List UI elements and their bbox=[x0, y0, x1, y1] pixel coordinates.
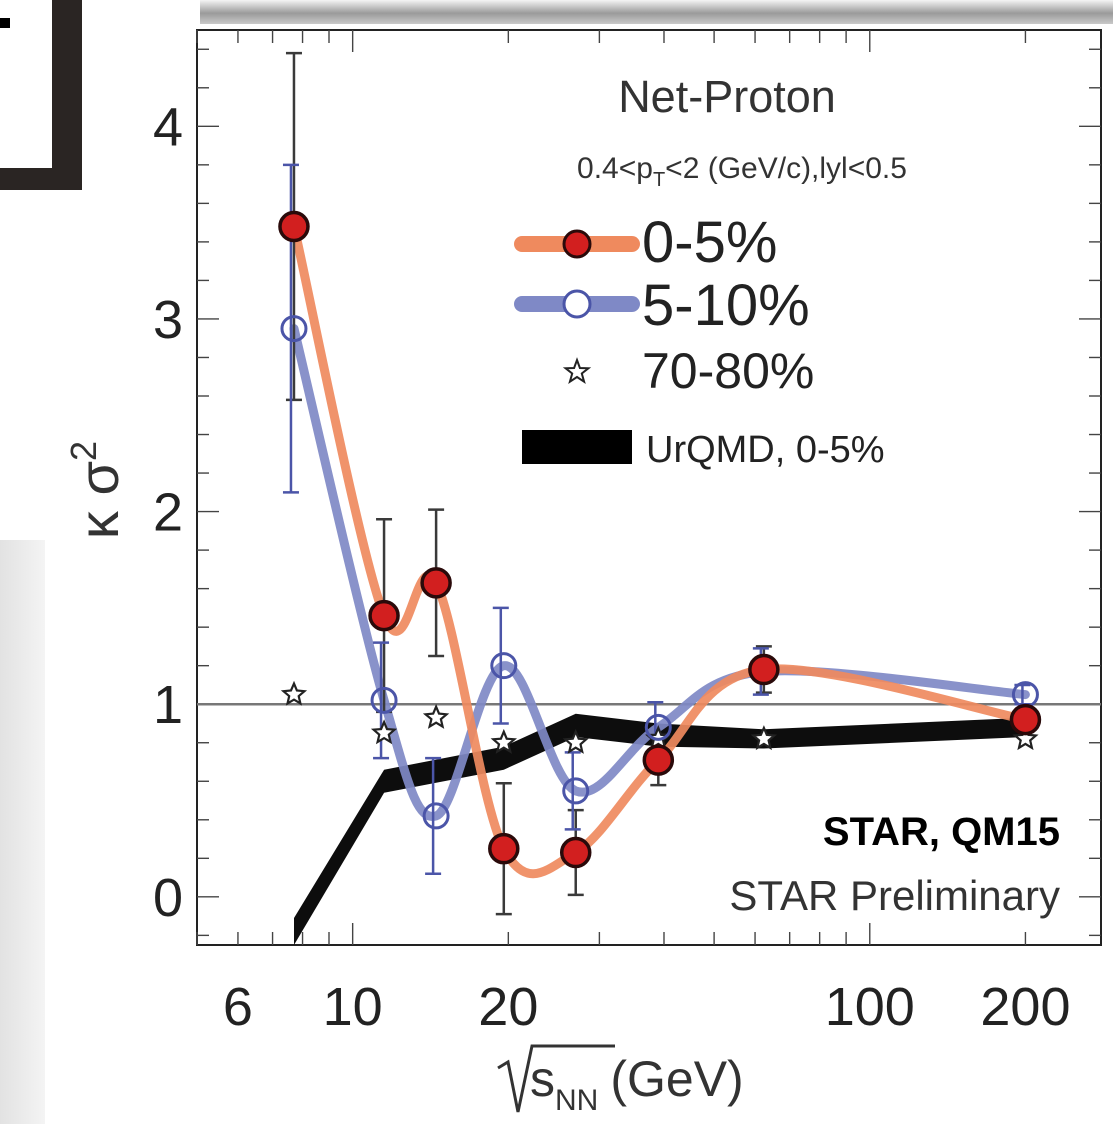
legend-label-urqmd: UrQMD, 0-5% bbox=[646, 429, 885, 471]
point-70-80 bbox=[280, 680, 308, 706]
x-axis-label-unit: (GeV) bbox=[610, 1051, 743, 1107]
x-tick-label: 100 bbox=[825, 977, 915, 1037]
x-axis-label-main: s bbox=[530, 1051, 555, 1107]
sqrt-sign-icon bbox=[497, 1044, 615, 1113]
point-5-10 bbox=[490, 652, 518, 680]
legend-marker-0-5 bbox=[562, 229, 592, 259]
y-tick-label: 0 bbox=[153, 868, 183, 928]
marker-layer bbox=[278, 210, 1042, 869]
chart-title: Net-Proton bbox=[618, 71, 836, 122]
legend-band-urqmd bbox=[522, 430, 632, 464]
legend-label-5-10: 5-10% bbox=[642, 273, 810, 338]
y-tick-label: 3 bbox=[153, 290, 183, 350]
x-axis-label-sub: NN bbox=[555, 1084, 598, 1117]
legend-label-0-5: 0-5% bbox=[642, 210, 777, 275]
point-0-5 bbox=[420, 567, 452, 599]
tick-label-layer: 6 10 20 100 200 0 1 2 3 4 bbox=[153, 97, 1071, 1037]
point-0-5 bbox=[368, 599, 400, 632]
chart-subtitle: 0.4<pT<2 (GeV/c),lyl<0.5 bbox=[577, 152, 907, 191]
point-0-5 bbox=[1009, 703, 1042, 736]
x-axis-label-text: sNN (GeV) bbox=[530, 1051, 744, 1117]
legend-label-70-80: 70-80% bbox=[642, 343, 814, 399]
minor-ticks bbox=[196, 30, 1101, 945]
y-tick-label: 2 bbox=[153, 483, 183, 543]
point-70-80 bbox=[370, 719, 398, 745]
legend: 0-5% 5-10% 70-80% UrQMD, 0-5% bbox=[514, 210, 885, 471]
annotation-star-qm15: STAR, QM15 bbox=[823, 810, 1060, 854]
legend-marker-70-80 bbox=[562, 357, 592, 385]
point-70-80 bbox=[562, 728, 589, 754]
point-0-5 bbox=[642, 744, 675, 776]
x-tick-label: 10 bbox=[323, 977, 383, 1037]
annotation-star-preliminary: STAR Preliminary bbox=[729, 872, 1060, 919]
y-tick-label: 4 bbox=[153, 97, 183, 157]
point-0-5 bbox=[748, 653, 780, 686]
slide-top-bar bbox=[200, 0, 1113, 24]
y-tick-label: 1 bbox=[153, 675, 183, 735]
point-70-80 bbox=[750, 725, 777, 751]
chart-subtitle-main: 0.4<p bbox=[577, 152, 653, 185]
point-5-10 bbox=[644, 713, 672, 741]
point-70-80 bbox=[1012, 725, 1039, 751]
point-5-10 bbox=[562, 777, 590, 805]
point-5-10 bbox=[370, 686, 398, 714]
x-tick-label: 200 bbox=[980, 977, 1070, 1037]
legend-marker-5-10 bbox=[562, 289, 592, 319]
slide-left-shade bbox=[0, 540, 45, 1124]
slide-bullet bbox=[0, 18, 10, 28]
y-axis-label: κ σ2 bbox=[63, 441, 130, 539]
y-axis-label-main: κ σ bbox=[67, 461, 130, 539]
point-70-80 bbox=[422, 703, 450, 729]
point-5-10 bbox=[422, 802, 450, 830]
chart-subtitle-rest: <2 (GeV/c),lyl<0.5 bbox=[665, 152, 907, 185]
x-tick-label: 20 bbox=[478, 977, 538, 1037]
point-0-5 bbox=[278, 210, 310, 243]
y-axis-label-sup: 2 bbox=[63, 441, 104, 461]
point-0-5 bbox=[488, 832, 520, 865]
point-0-5 bbox=[559, 836, 592, 869]
chart-subtitle-sub: T bbox=[653, 169, 665, 191]
point-5-10 bbox=[280, 315, 308, 343]
x-axis-label: sNN (GeV) bbox=[497, 1044, 744, 1117]
x-tick-label: 6 bbox=[223, 977, 253, 1037]
point-70-80 bbox=[490, 728, 518, 754]
